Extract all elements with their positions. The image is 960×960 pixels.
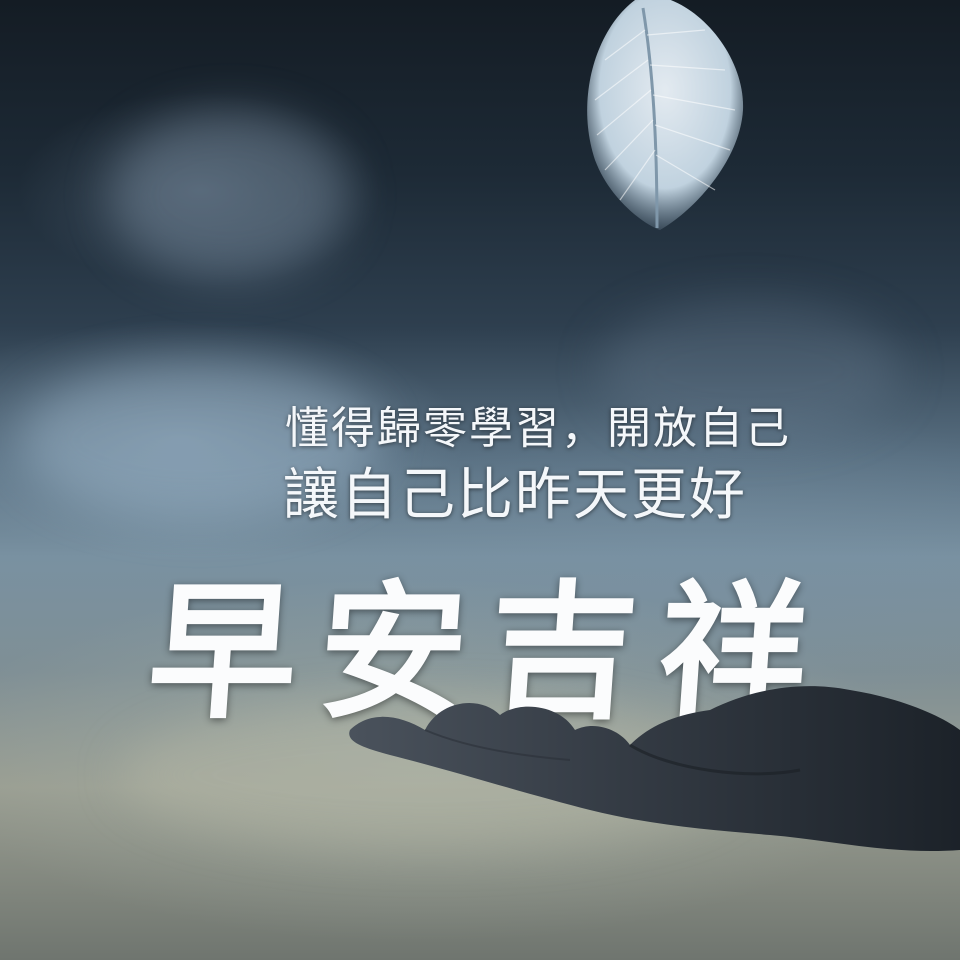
bokeh-light <box>20 360 380 520</box>
quote-line-1: 懂得歸零學習，開放自己 <box>285 403 791 454</box>
bokeh-light <box>600 300 900 440</box>
bokeh-light <box>110 110 350 280</box>
open-hand-icon <box>349 686 960 852</box>
feather-icon <box>587 0 744 230</box>
quote-line-2: 讓自己比昨天更好 <box>283 463 747 528</box>
